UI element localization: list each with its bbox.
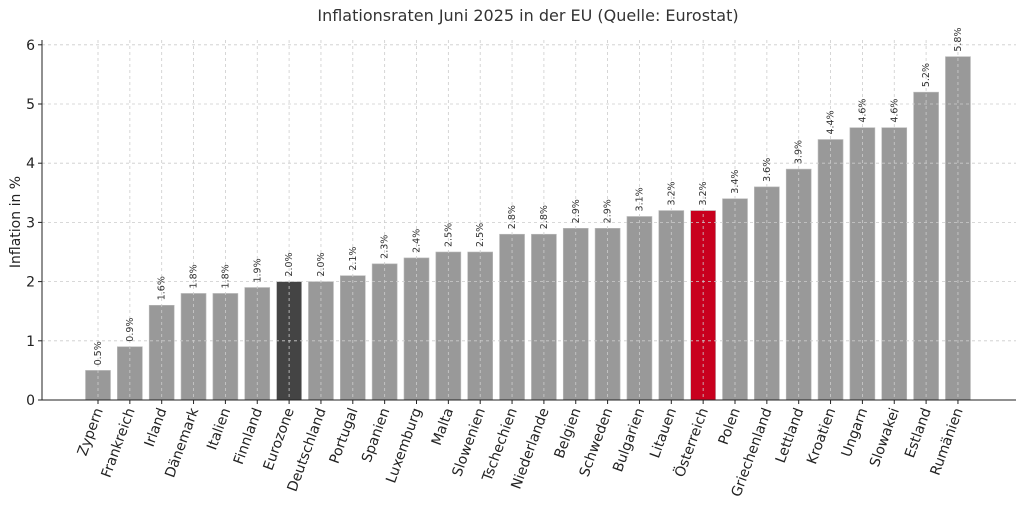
y-axis-label: Inflation in % (8, 176, 24, 268)
x-tick-label: Ungarn (839, 406, 871, 459)
data-label: 2.9% (571, 199, 582, 223)
data-label: 4.6% (857, 99, 868, 123)
data-label: 1.8% (220, 264, 231, 288)
data-label: 2.4% (412, 229, 423, 253)
y-tick-label: 1 (26, 334, 35, 350)
data-label: 2.3% (380, 235, 391, 259)
bar-lettland (785, 168, 812, 401)
data-label: 2.0% (284, 252, 295, 276)
data-label: 2.1% (348, 247, 359, 271)
data-label: 3.2% (666, 181, 677, 205)
bar-spanien (371, 263, 398, 401)
data-label: 4.6% (889, 99, 900, 123)
data-label: 0.5% (93, 341, 104, 365)
y-tick-label: 2 (26, 275, 35, 291)
data-label: 2.8% (539, 205, 550, 229)
data-label: 2.0% (316, 252, 327, 276)
x-tick-label: Finnland (231, 406, 266, 467)
bar-bulgarien (626, 216, 653, 401)
data-label: 3.2% (698, 181, 709, 205)
data-label: 3.1% (634, 187, 645, 211)
data-label: 2.5% (443, 223, 454, 247)
x-tick-label: Eurozone (261, 406, 298, 473)
data-label: 3.9% (794, 140, 805, 164)
data-label: 4.4% (826, 110, 837, 134)
y-tick-label: 4 (26, 156, 35, 172)
data-label: 1.8% (189, 264, 200, 288)
data-label: 2.8% (507, 205, 518, 229)
y-tick-label: 0 (26, 393, 35, 409)
bar-belgien (562, 228, 589, 401)
data-label: 0.9% (125, 318, 136, 342)
x-tick-label: Lettland (773, 406, 808, 465)
x-tick-label: Rumänien (928, 406, 967, 478)
data-label: 2.9% (603, 199, 614, 223)
data-label: 1.9% (252, 258, 263, 282)
data-label: 3.6% (762, 158, 773, 182)
x-tick-label: Polen (716, 406, 744, 447)
x-tick-label: Irland (142, 406, 171, 449)
bar-frankreich (117, 346, 143, 401)
x-tick-label: Italien (204, 406, 234, 452)
x-tick-label: Estland (902, 406, 935, 460)
data-label: 3.4% (730, 170, 741, 194)
x-tick-label: Kroatien (804, 406, 839, 467)
x-tick-label: Litauen (647, 406, 680, 460)
x-tick-label: Belgien (552, 406, 585, 461)
data-label: 1.6% (157, 276, 168, 300)
data-label: 5.8% (953, 27, 964, 51)
y-tick-label: 6 (26, 38, 35, 54)
data-label: 2.5% (475, 223, 486, 247)
bar-schweden (594, 228, 621, 401)
x-tick-label: Malta (429, 406, 457, 448)
x-tick-label: Spanien (359, 406, 393, 465)
y-tick-label: 5 (26, 97, 35, 113)
x-tick-label: Slowakei (867, 406, 903, 469)
chart-title: Inflationsraten Juni 2025 in der EU (Que… (317, 6, 738, 25)
x-tick-label: Portugal (327, 406, 362, 466)
x-tick-label: Zypern (75, 406, 107, 458)
data-label: 5.2% (921, 63, 932, 87)
y-tick-label: 3 (26, 215, 35, 231)
x-tick-label: Bulgarien (610, 406, 648, 474)
